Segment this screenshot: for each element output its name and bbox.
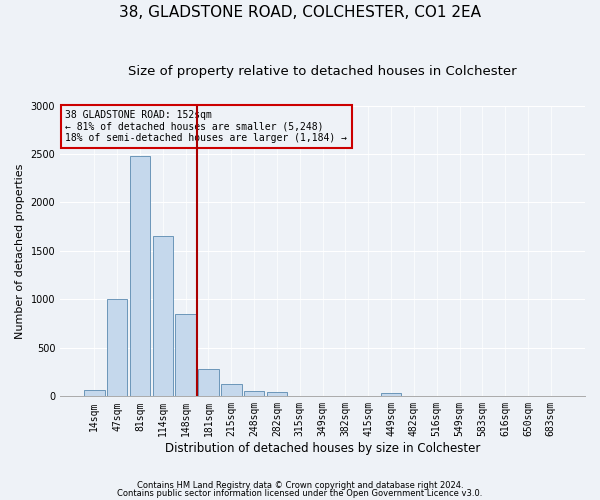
Bar	[198, 369, 219, 396]
Text: Contains HM Land Registry data © Crown copyright and database right 2024.: Contains HM Land Registry data © Crown c…	[137, 481, 463, 490]
Bar	[244, 392, 265, 396]
Bar	[221, 384, 242, 396]
Bar	[152, 236, 173, 396]
Bar	[381, 394, 401, 396]
Text: 38 GLADSTONE ROAD: 152sqm
← 81% of detached houses are smaller (5,248)
18% of se: 38 GLADSTONE ROAD: 152sqm ← 81% of detac…	[65, 110, 347, 143]
Title: Size of property relative to detached houses in Colchester: Size of property relative to detached ho…	[128, 65, 517, 78]
Bar	[107, 300, 127, 396]
Bar	[130, 156, 150, 396]
Bar	[175, 314, 196, 396]
X-axis label: Distribution of detached houses by size in Colchester: Distribution of detached houses by size …	[165, 442, 480, 455]
Text: 38, GLADSTONE ROAD, COLCHESTER, CO1 2EA: 38, GLADSTONE ROAD, COLCHESTER, CO1 2EA	[119, 5, 481, 20]
Y-axis label: Number of detached properties: Number of detached properties	[15, 164, 25, 338]
Bar	[266, 392, 287, 396]
Bar	[84, 390, 104, 396]
Text: Contains public sector information licensed under the Open Government Licence v3: Contains public sector information licen…	[118, 488, 482, 498]
